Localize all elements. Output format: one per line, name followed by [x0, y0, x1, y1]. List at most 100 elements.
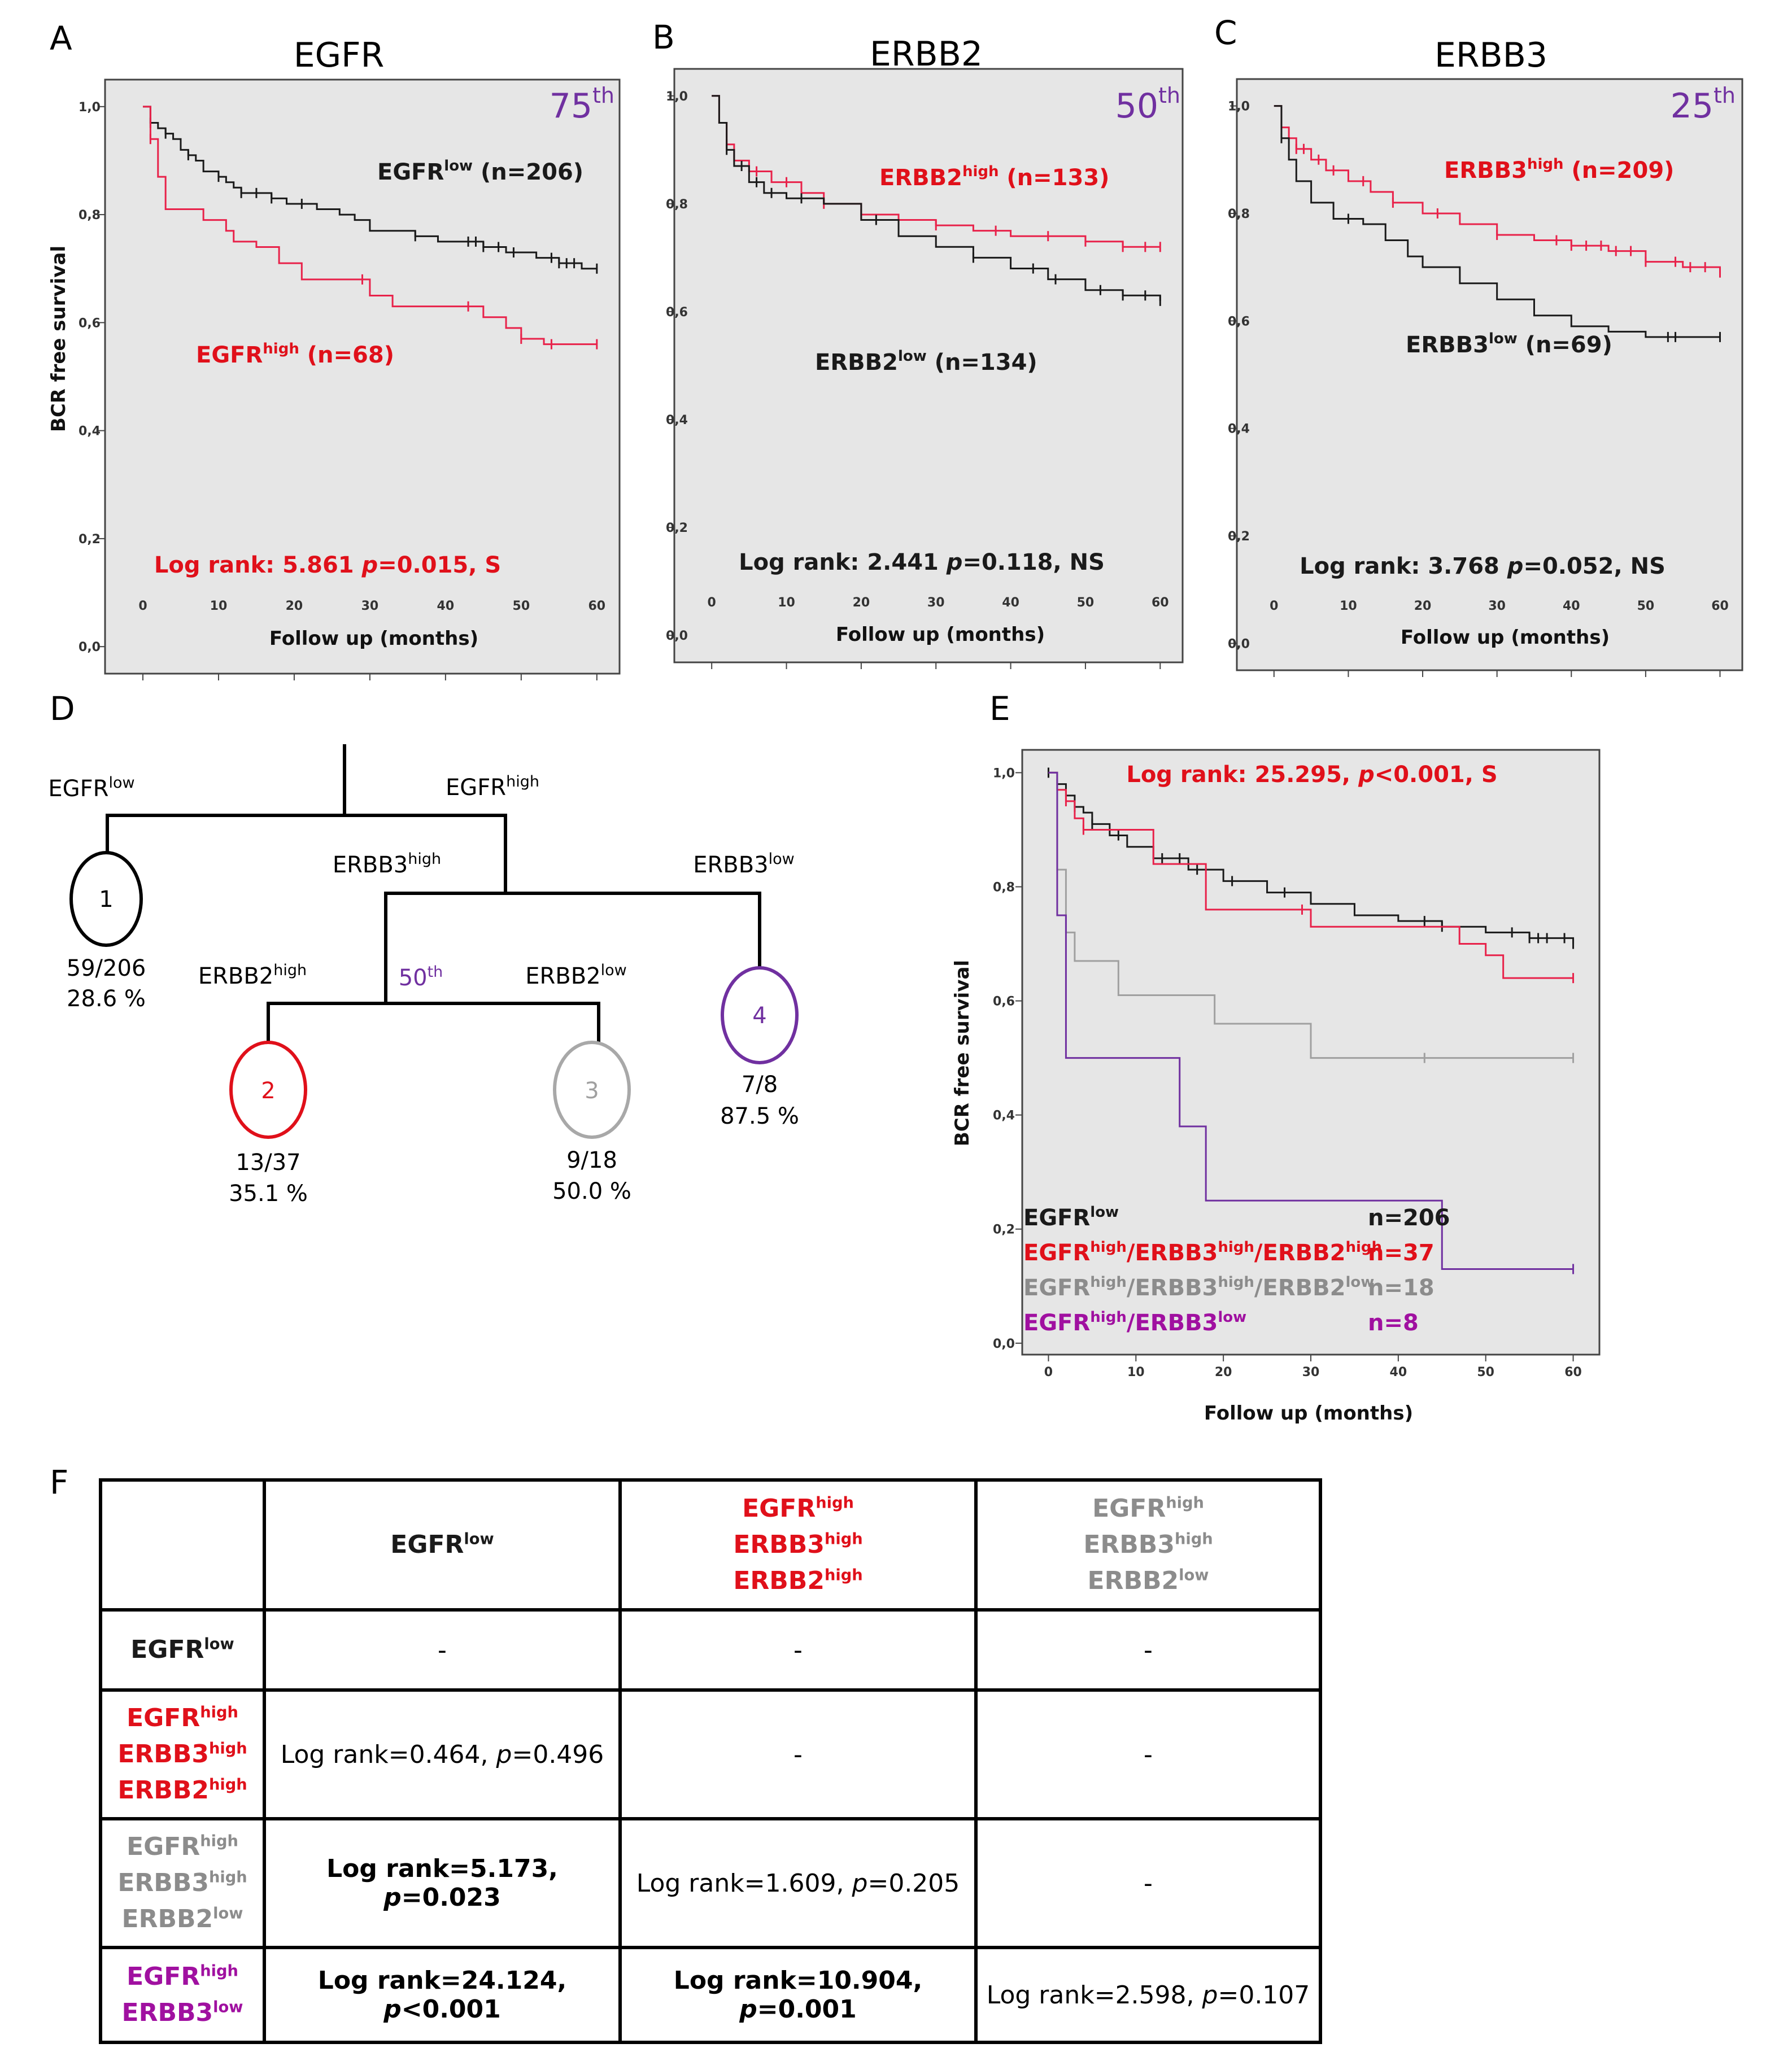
- group-label-line: ERBB2low: [1087, 1566, 1209, 1595]
- x-tick-label: 50: [513, 599, 530, 613]
- percentile-label: 25th: [1671, 83, 1736, 126]
- legend-sup: high: [1218, 1239, 1254, 1256]
- tree-edges: [106, 744, 761, 1043]
- legend-sup: high: [1090, 1274, 1127, 1291]
- legend-part: EGFR: [1023, 1310, 1090, 1336]
- legend-part: EGFR: [1023, 1205, 1090, 1231]
- group-label-line: EGFRlow: [390, 1530, 494, 1560]
- panel-label-a: A: [50, 19, 72, 58]
- series-label-main: ERBB2: [879, 165, 962, 191]
- logrank-p: p: [361, 552, 378, 578]
- y-tick-label: 0,2: [993, 1223, 1015, 1237]
- logrank-annotation: Log rank: 3.768 p=0.052, NS: [1300, 553, 1665, 579]
- legend-item-count: n=37: [1368, 1240, 1435, 1266]
- legend-sup: low: [1218, 1309, 1246, 1326]
- percentile-suffix: th: [592, 83, 614, 108]
- series-label: ERBB2low (n=134): [815, 348, 1037, 375]
- logrank-p: p: [1507, 553, 1524, 579]
- tree-node-1-ratio: 59/206: [67, 955, 146, 981]
- y-tick-label: 0,2: [1228, 530, 1250, 544]
- pairwise-logrank-table: EGFRlow EGFRhigh ERBB3high ERBB2high EGFRh…: [99, 1478, 1322, 2044]
- y-tick-label: 0,6: [79, 316, 101, 330]
- tree-node-4-id: 4: [752, 1003, 766, 1029]
- logrank-text: Log rank: 25.295,: [1126, 762, 1358, 788]
- tree-node-2-percent: 35.1 %: [229, 1181, 308, 1207]
- x-tick-label: 10: [1340, 599, 1357, 613]
- y-tick-label: 0,0: [1228, 637, 1250, 651]
- x-tick-label: 20: [853, 596, 870, 610]
- y-tick-label: 0,6: [666, 305, 688, 320]
- y-tick-label: 1,0: [993, 766, 1015, 780]
- tree-node-1: [69, 851, 143, 947]
- legend-item-label: EGFRhigh/ERBB3low: [1023, 1309, 1246, 1336]
- group-label-line: ERBB3high: [117, 1868, 247, 1898]
- tree-label-cutoff: 50th: [399, 963, 443, 991]
- x-tick-label: 40: [1563, 599, 1580, 613]
- logrank-value: =0.052, NS: [1523, 553, 1665, 579]
- group-label-line: EGFRhigh: [127, 1704, 238, 1733]
- tree-label-erbb2-high: ERBB2high: [198, 962, 307, 989]
- series-line: [142, 106, 597, 346]
- y-tick-label: 0,8: [1228, 207, 1250, 221]
- series-label-n: (n=134): [927, 350, 1037, 375]
- legend-sup: high: [1218, 1274, 1254, 1291]
- percentile-value: 50: [1115, 86, 1158, 126]
- logrank-text: Log rank: 3.768: [1300, 553, 1507, 579]
- logrank-p: p: [1358, 762, 1375, 788]
- series-line: [1048, 771, 1573, 1270]
- legend-part: /ERBB2: [1254, 1275, 1346, 1301]
- series-label-n: (n=69): [1518, 332, 1612, 358]
- table-row: EGFRhigh ERBB3high ERBB2low Log rank=5.173…: [99, 1817, 1322, 1949]
- legend-part: /ERBB3: [1127, 1240, 1218, 1266]
- y-tick-label: 0,2: [79, 532, 101, 547]
- tree-label-erbb2-low: ERBB2low: [525, 962, 627, 989]
- series-label-sup: high: [962, 163, 999, 180]
- series-label-sup: low: [898, 348, 927, 365]
- table-col-header: EGFRhigh ERBB3high ERBB2high: [618, 1478, 978, 1612]
- x-tick-label: 30: [361, 599, 379, 613]
- logrank-p: p: [946, 549, 963, 575]
- table-cell: Log rank=5.173, p=0.023: [263, 1817, 622, 1949]
- tree-node-4-ratio: 7/8: [742, 1072, 778, 1098]
- table-header-row: EGFRlow EGFRhigh ERBB3high ERBB2high EGFRh…: [99, 1478, 1322, 1612]
- legend-sup: low: [1345, 1274, 1374, 1291]
- percentile-value: 25: [1671, 86, 1713, 126]
- y-tick-label: 0,8: [666, 198, 688, 212]
- logrank-value: =0.118, NS: [962, 549, 1104, 575]
- table-row-header: EGFRhigh ERBB3low: [99, 1946, 266, 2044]
- table-cell: Log rank=24.124, p<0.001: [263, 1946, 622, 2044]
- legend-item-count: n=8: [1368, 1310, 1419, 1336]
- group-label-line: ERBB3high: [733, 1530, 863, 1560]
- table-row: EGFRhigh ERBB3high ERBB2high Log rank=0.46…: [99, 1688, 1322, 1820]
- x-tick-label: 40: [1390, 1365, 1407, 1379]
- table-cell: Log rank=0.464, p=0.496: [263, 1688, 622, 1820]
- table-cell: -: [974, 1688, 1322, 1820]
- table-col-header: EGFRhigh ERBB3high ERBB2low: [974, 1478, 1322, 1612]
- chart-title: EGFR: [294, 36, 385, 75]
- group-label-line: EGFRhigh: [127, 1832, 238, 1862]
- tree-node-2-ratio: 13/37: [236, 1150, 300, 1176]
- y-tick-label: 0,4: [993, 1109, 1015, 1123]
- series-label-n: (n=133): [999, 165, 1109, 191]
- legend-part: /ERBB2: [1254, 1240, 1346, 1266]
- group-label-line: ERBB3high: [117, 1740, 247, 1769]
- legend-item-label: EGFRhigh/ERBB3high/ERBB2low: [1023, 1274, 1374, 1301]
- y-tick-label: 0,8: [79, 208, 101, 222]
- x-tick-label: 50: [1077, 596, 1095, 610]
- x-tick-label: 0: [708, 596, 716, 610]
- group-label-line: EGFRlow: [130, 1635, 234, 1665]
- y-tick-label: 0,6: [993, 995, 1015, 1009]
- group-label-line: ERBB2high: [733, 1566, 863, 1595]
- legend-sup: low: [1090, 1204, 1119, 1221]
- x-tick-label: 30: [1488, 599, 1506, 613]
- series-label-n: (n=206): [473, 159, 583, 185]
- series-label: ERBB3low (n=69): [1406, 330, 1612, 358]
- legend-item-label: EGFRlow: [1023, 1204, 1119, 1231]
- table-row-header: EGFRhigh ERBB3high ERBB2low: [99, 1817, 266, 1949]
- series-label-main: ERBB2: [815, 350, 898, 375]
- y-tick-label: 0,0: [993, 1337, 1015, 1351]
- x-axis-label: Follow up (months): [269, 627, 478, 650]
- series-label-main: EGFR: [196, 342, 263, 368]
- y-tick-label: 0,4: [666, 413, 688, 427]
